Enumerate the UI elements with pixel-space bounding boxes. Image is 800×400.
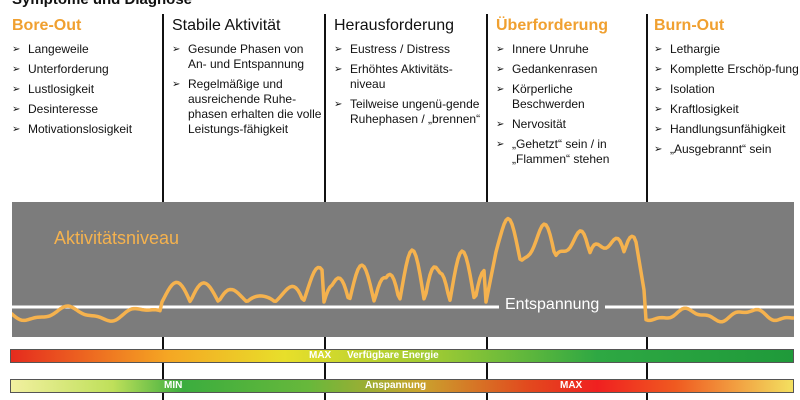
activity-level-wave [12, 216, 794, 324]
column-bore-out: Bore-Out Langeweile Unterforderung Lustl… [12, 16, 160, 142]
relaxation-label: Entspannung [499, 296, 606, 314]
list-item: Nervosität [496, 117, 644, 132]
list-item: „Ausgebrannt“ sein [654, 142, 800, 157]
list-item: Körperliche Beschwerden [496, 82, 644, 112]
column-herausforderung: Herausforderung Eustress / Distress Erhö… [334, 16, 482, 132]
activity-chart-panel [12, 202, 794, 337]
column-burn-out: Burn-Out Lethargie Komplette Erschöp-fun… [654, 16, 800, 162]
energy-max-label: MAX [309, 350, 332, 361]
list-item: Gedankenrasen [496, 62, 644, 77]
list-item: Lustlosigkeit [12, 82, 160, 97]
list-item: Langeweile [12, 42, 160, 57]
column-title: Überforderung [496, 17, 608, 34]
energy-gradient-bar: MAX Verfügbare Energie [10, 349, 794, 363]
column-ueberforderung: Überforderung Innere Unruhe Gedankenrase… [496, 16, 644, 172]
list-item: Regelmäßige und ausreichende Ruhe-phasen… [172, 77, 322, 137]
list-item: Lethargie [654, 42, 800, 57]
column-stabile-aktivitaet: Stabile Aktivität Gesunde Phasen von An-… [172, 16, 322, 142]
activity-wave-chart [12, 216, 794, 324]
column-title: Burn-Out [654, 17, 725, 34]
energy-caption: Verfügbare Energie [347, 350, 439, 361]
tension-min-label: MIN [164, 380, 183, 391]
list-item: Teilweise ungenü-gende Ruhephasen / „bre… [334, 97, 482, 127]
list-item: „Gehetzt“ sein / in „Flammen“ stehen [496, 137, 644, 167]
list-item: Handlungsunfähigkeit [654, 122, 800, 137]
tension-max-label: MAX [560, 380, 583, 391]
list-item: Erhöhtes Aktivitäts-niveau [334, 62, 482, 92]
column-title: Stabile Aktivität [172, 17, 281, 34]
list-item: Desinteresse [12, 102, 160, 117]
tension-caption: Anspannung [365, 380, 427, 391]
list-item: Motivationslosigkeit [12, 122, 160, 137]
list-item: Gesunde Phasen von An- und Entspannung [172, 42, 322, 72]
tension-gradient-bar: MIN Anspannung MAX [10, 379, 794, 393]
list-item: Isolation [654, 82, 800, 97]
list-item: Eustress / Distress [334, 42, 482, 57]
list-item: Kraftlosigkeit [654, 102, 800, 117]
list-item: Innere Unruhe [496, 42, 644, 57]
list-item: Unterforderung [12, 62, 160, 77]
column-title: Bore-Out [12, 17, 82, 34]
activity-level-label: Aktivitätsniveau [54, 228, 180, 248]
page-title: Symptome und Diagnose [12, 0, 192, 8]
column-title: Herausforderung [334, 17, 455, 34]
list-item: Komplette Erschöp-fung [654, 62, 800, 77]
